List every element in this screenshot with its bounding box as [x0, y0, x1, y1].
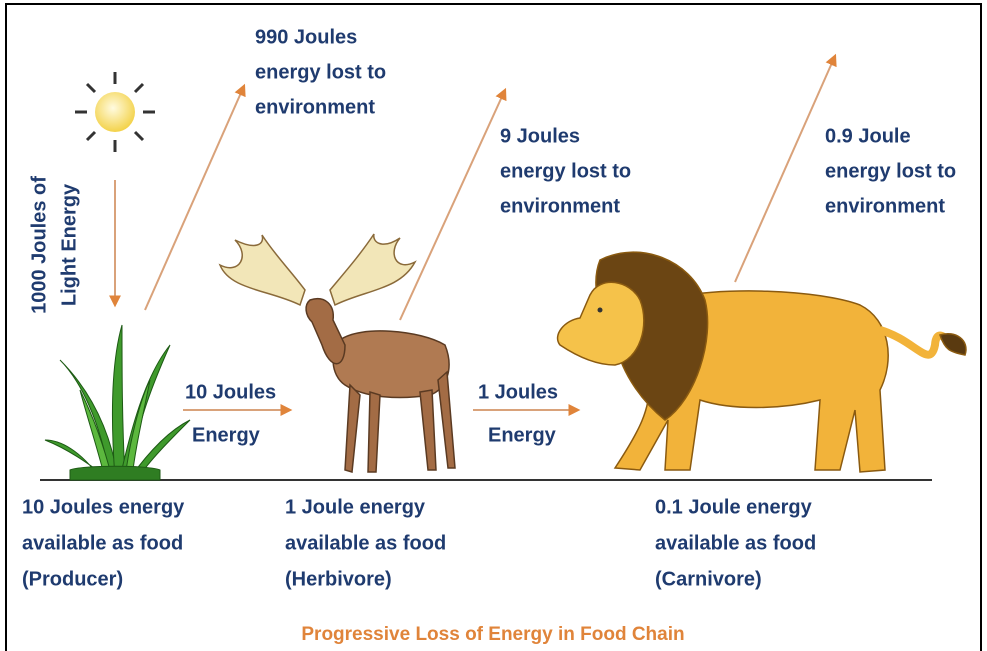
- loss-label: environment: [255, 96, 375, 118]
- diagram: Progressive Loss of Energy in Food Chain…: [0, 0, 987, 651]
- sun-label-line: 1000 Joules of: [28, 176, 50, 314]
- loss-label: 9 Joules: [500, 125, 580, 147]
- page: {"sun_label": ["1000 Joules of", "Light …: [0, 0, 987, 651]
- sun-label-line: Light Energy: [58, 183, 80, 306]
- caption: Progressive Loss of Energy in Food Chain: [301, 624, 684, 645]
- level-label: (Herbivore): [285, 568, 392, 590]
- level-label: available as food: [655, 532, 816, 554]
- transfer-amount: 1 Joules: [478, 381, 558, 403]
- grass: [45, 325, 190, 480]
- loss-label: energy lost to: [500, 160, 631, 182]
- sun-label: 1000 Joules of Light Energy: [28, 176, 80, 314]
- level-label: (Producer): [22, 568, 123, 590]
- level-label: available as food: [22, 532, 183, 554]
- transfer-label: Energy: [488, 424, 557, 446]
- transfer-amount: 10 Joules: [185, 381, 276, 403]
- loss-label: environment: [500, 195, 620, 217]
- sun: [75, 72, 155, 152]
- loss-label: energy lost to: [255, 61, 386, 83]
- lion: [558, 252, 966, 472]
- level-label: 1 Joule energy: [285, 496, 426, 518]
- level-label: available as food: [285, 532, 446, 554]
- transfer-label: Energy: [192, 424, 261, 446]
- level-label: (Carnivore): [655, 568, 762, 590]
- loss-label: energy lost to: [825, 160, 956, 182]
- loss-label: 0.9 Joule: [825, 125, 911, 147]
- loss-label: 990 Joules: [255, 26, 357, 48]
- loss-label: environment: [825, 195, 945, 217]
- level-label: 10 Joules energy: [22, 496, 185, 518]
- level-label: 0.1 Joule energy: [655, 496, 813, 518]
